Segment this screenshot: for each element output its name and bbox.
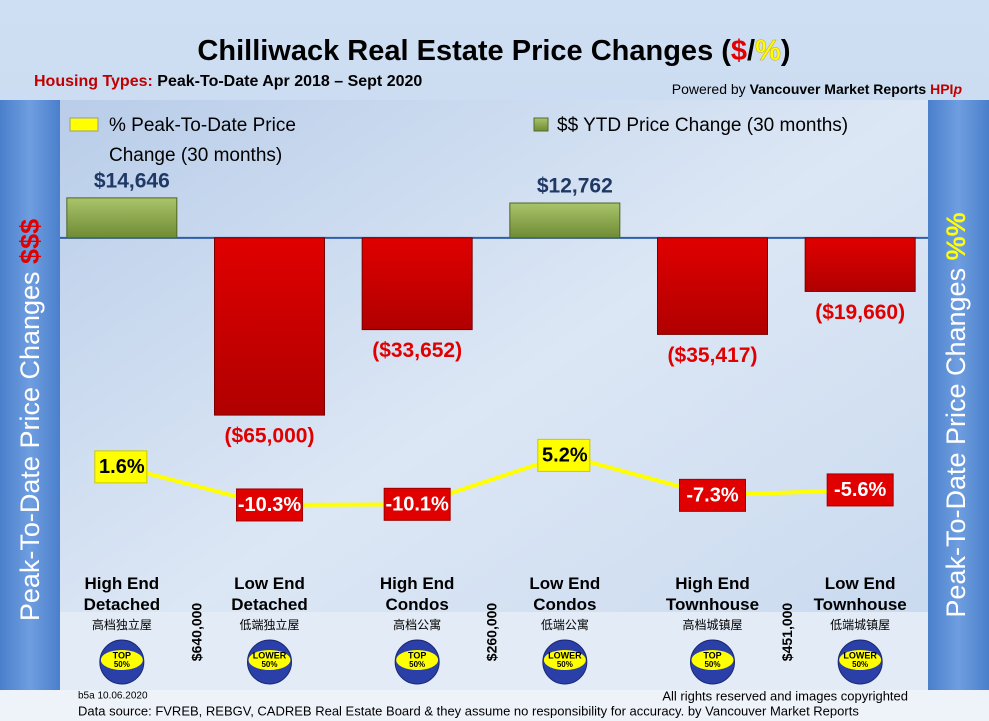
category-chinese-label: 低端独立屋 <box>239 618 300 632</box>
bar-value-label: $14,646 <box>94 169 170 192</box>
percent-label-box <box>679 478 746 512</box>
right-axis-label: Peak-To-Date Price Changes %% <box>941 212 971 617</box>
category-label: Low End Condos <box>529 574 601 614</box>
category-label: High End Detached <box>83 574 161 614</box>
percent-label-box <box>826 473 894 507</box>
percent-label: -7.3% <box>686 485 738 507</box>
price-threshold: $451,000 <box>779 603 795 662</box>
title-dollar: $ <box>731 35 747 67</box>
badge-top: LOWER <box>843 650 877 660</box>
badge-band <box>396 650 439 670</box>
legend-line-text: Change (30 months) <box>109 145 282 166</box>
badge-band <box>543 650 586 670</box>
footer-code: b5a 10.06.2020 <box>78 691 148 702</box>
left-axis-dollars: $$$ <box>15 219 45 264</box>
percent-label-box <box>94 450 148 484</box>
category-label: Low End Detached <box>231 574 308 614</box>
copyright: All rights reserved and images copyright… <box>662 688 908 703</box>
percent-label: 5.2% <box>542 445 588 467</box>
percent-label-box <box>236 488 303 522</box>
left-band <box>0 100 60 690</box>
badge-band <box>691 650 734 670</box>
category-chinese-label: 高档独立屋 <box>91 618 152 632</box>
subtitle: Housing Types: Peak-To-Date Apr 2018 – S… <box>34 73 422 90</box>
right-axis-percent: %% <box>941 212 971 260</box>
percent-label: -10.1% <box>385 494 449 516</box>
badge-top: LOWER <box>548 650 582 660</box>
percent-label: 1.6% <box>99 456 145 478</box>
plot-panel <box>60 100 928 690</box>
badge-band <box>248 650 291 670</box>
legend-swatch-bar <box>533 117 549 132</box>
left-axis-label: Peak-To-Date Price Changes $$$ <box>15 219 45 621</box>
badge-top: TOP <box>408 650 426 660</box>
title-slash: / <box>747 35 755 67</box>
badge-bottom: 50% <box>261 660 277 669</box>
label-panel <box>60 612 928 690</box>
left-axis-text: Peak-To-Date Price Changes <box>15 271 45 621</box>
title-close: ) <box>781 35 791 67</box>
bar <box>214 237 325 416</box>
chart-title: Chilliwack Real Estate Price Changes ($/… <box>197 35 790 67</box>
badge-band <box>100 650 143 670</box>
category-chinese-label: 低端公寓 <box>540 618 589 632</box>
percent-label: -10.3% <box>238 494 302 516</box>
legend-line-text: % Peak-To-Date Price <box>109 115 296 136</box>
right-band <box>928 100 989 690</box>
bar-value-label: ($35,417) <box>668 344 758 367</box>
badge-bottom: 50% <box>409 660 425 669</box>
subtitle-label: Housing Types: <box>34 73 153 90</box>
legend-bar-label: $$ YTD Price Change (30 months) <box>557 115 848 136</box>
category-chinese-label: 高档公寓 <box>393 618 442 632</box>
data-source: Data source: FVREB, REBGV, CADREB Real E… <box>78 703 859 718</box>
bar <box>509 202 621 239</box>
bar <box>66 197 178 239</box>
powered-hpi: HPI <box>930 81 953 97</box>
powered-text: Powered by <box>672 81 746 97</box>
right-axis-text: Peak-To-Date Price Changes <box>941 268 971 618</box>
percent-label-box <box>537 438 591 472</box>
legend-line-label: % Peak-To-Date Price Change (30 months) <box>109 115 296 166</box>
bar-value-label: ($33,652) <box>372 339 462 362</box>
powered-by: Powered by Vancouver Market Reports HPIp <box>672 81 963 97</box>
bar-value-label: $12,762 <box>537 175 613 198</box>
badge-bottom: 50% <box>852 660 868 669</box>
footer-band <box>0 690 989 721</box>
percent-label-box <box>383 487 451 521</box>
badge-bottom: 50% <box>114 660 130 669</box>
legend-swatch-line <box>69 117 99 132</box>
category-chinese-label: 低端城镇屋 <box>830 618 891 632</box>
powered-p: p <box>952 81 962 97</box>
price-threshold: $260,000 <box>484 603 500 662</box>
percent-label: -5.6% <box>834 479 886 501</box>
badge-top: TOP <box>703 650 721 660</box>
category-label: High End Townhouse <box>665 574 760 614</box>
badge-bottom: 50% <box>557 660 573 669</box>
bar <box>361 237 473 331</box>
badge-top: LOWER <box>253 650 287 660</box>
bar-value-label: ($65,000) <box>225 425 315 448</box>
bar <box>804 237 916 292</box>
category-label: High End Condos <box>379 574 455 614</box>
category-chinese-label: 高档城镇屋 <box>682 618 743 632</box>
badge-band <box>839 650 882 670</box>
powered-brand: Vancouver Market Reports <box>750 81 927 97</box>
title-percent: % <box>755 35 781 67</box>
category-label: Low End Townhouse <box>813 574 907 614</box>
subtitle-text: Peak-To-Date Apr 2018 – Sept 2020 <box>157 73 422 90</box>
badge-top: TOP <box>113 650 131 660</box>
price-threshold: $640,000 <box>188 603 204 662</box>
badge-bottom: 50% <box>704 660 720 669</box>
title-text: Chilliwack Real Estate Price Changes ( <box>197 35 731 67</box>
bar <box>657 237 768 335</box>
bar-value-label: ($19,660) <box>815 301 905 324</box>
